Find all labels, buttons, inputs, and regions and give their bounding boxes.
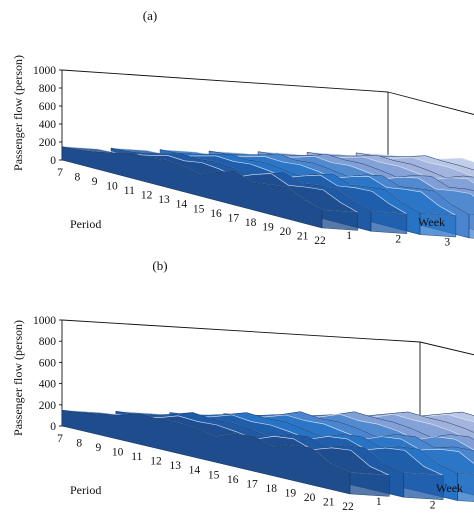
- ribbon-layer: [61, 146, 474, 239]
- period-tick-label: 21: [297, 230, 309, 242]
- period-tick-label: 8: [76, 438, 82, 450]
- z-tick-label: 400: [39, 379, 57, 391]
- week-tick-label: 1: [376, 496, 382, 508]
- axis-box-edge: [387, 91, 474, 115]
- z-tick-label: 800: [39, 336, 57, 348]
- period-tick-label: 18: [265, 483, 277, 495]
- period-tick-label: 10: [112, 447, 124, 459]
- period-tick-label: 20: [304, 492, 316, 504]
- period-tick-label: 14: [176, 199, 188, 211]
- panel-label: (b): [152, 258, 167, 273]
- period-tick-label: 21: [323, 496, 335, 508]
- period-tick-label: 18: [245, 217, 257, 229]
- period-tick-label: 22: [342, 501, 354, 513]
- period-tick-label: 20: [280, 226, 292, 238]
- z-tick-label: 600: [39, 101, 57, 113]
- ribbon-end-week-3: [419, 212, 457, 238]
- z-axis-title: Passenger flow (person): [11, 55, 25, 171]
- ribbon-end-week-3: [457, 472, 474, 502]
- period-tick-label: 7: [57, 167, 63, 179]
- ribbon-front-week-1: [61, 146, 323, 229]
- ribbon-end-week-1: [321, 209, 359, 231]
- z-tick-label: 200: [39, 137, 57, 149]
- period-tick-label: 17: [228, 212, 240, 224]
- period-tick-label: 13: [158, 194, 170, 206]
- axis-box-edge: [419, 341, 474, 356]
- z-tick-label: 1000: [33, 65, 56, 77]
- period-tick-label: 7: [57, 433, 63, 445]
- period-tick-label: 12: [150, 456, 162, 468]
- panel-label: (a): [143, 8, 157, 23]
- ribbon-end-week-1: [349, 472, 390, 497]
- period-tick-label: 17: [246, 478, 258, 490]
- period-tick-label: 22: [314, 235, 326, 247]
- week-tick-label: 1: [346, 230, 352, 242]
- z-tick-label: 0: [50, 155, 56, 167]
- axis-box-edge: [61, 319, 421, 343]
- period-tick-label: 15: [208, 469, 220, 481]
- ribbon-front-week-1: [61, 409, 351, 495]
- week-tick-label: 2: [430, 499, 436, 511]
- ribbon-layer: [61, 409, 474, 502]
- period-tick-label: 10: [106, 181, 118, 193]
- week-axis-title: Week: [436, 481, 463, 495]
- z-tick-label: 0: [50, 421, 56, 433]
- week-tick-label: 3: [444, 237, 450, 249]
- ribbon-end-week-2: [370, 211, 408, 234]
- period-tick-label: 19: [262, 221, 274, 233]
- z-tick-label: 200: [39, 400, 57, 412]
- x-axis-title: Period: [70, 217, 101, 231]
- period-tick-label: 16: [227, 474, 239, 486]
- period-tick-label: 9: [96, 442, 102, 454]
- ribbon-end-week-2: [403, 472, 444, 500]
- z-tick-label: 800: [39, 83, 57, 95]
- period-tick-label: 19: [285, 487, 297, 499]
- week-tick-label: 2: [395, 233, 401, 245]
- z-axis-title: Passenger flow (person): [11, 320, 25, 436]
- z-tick-label: 400: [39, 119, 57, 131]
- week-axis-title: Week: [418, 215, 445, 229]
- ribbon-end-week-4: [468, 214, 474, 239]
- period-tick-label: 14: [189, 465, 201, 477]
- period-tick-label: 12: [141, 190, 153, 202]
- axis-box-edge: [61, 69, 389, 93]
- period-tick-label: 8: [74, 172, 80, 184]
- period-tick-label: 11: [124, 185, 135, 197]
- z-tick-label: 600: [39, 357, 57, 369]
- z-tick-label: 1000: [33, 315, 56, 327]
- period-tick-label: 9: [92, 176, 98, 188]
- period-tick-label: 11: [131, 451, 142, 463]
- period-tick-label: 16: [210, 208, 222, 220]
- period-tick-label: 15: [193, 203, 205, 215]
- x-axis-title: Period: [70, 483, 101, 497]
- period-tick-label: 13: [169, 460, 181, 472]
